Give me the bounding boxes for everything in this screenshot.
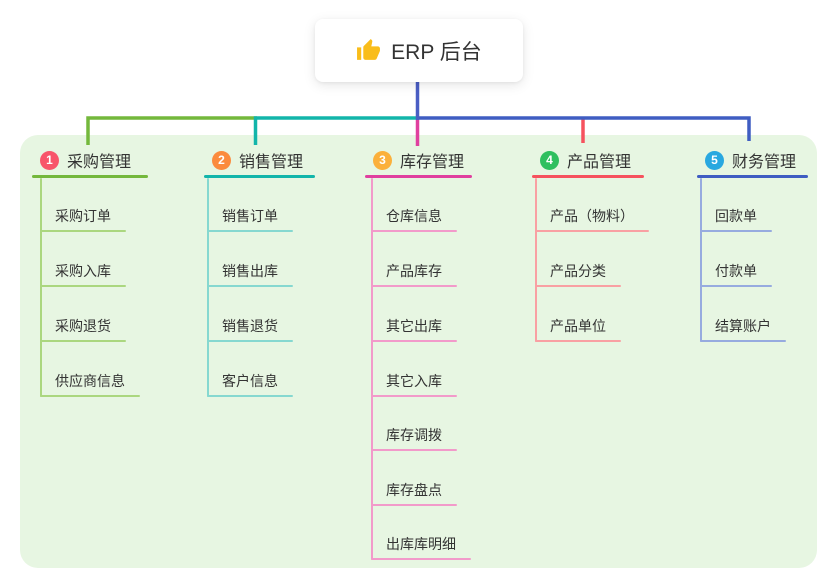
child-topic[interactable]: 销售订单 [222, 208, 278, 224]
child-underline [371, 285, 457, 287]
child-topic[interactable]: 客户信息 [222, 372, 278, 389]
branch-topic-label: 库存管理 [400, 154, 465, 171]
branch-topic-label: 财务管理 [732, 154, 797, 171]
child-underline [371, 230, 457, 232]
branch-topic-2[interactable]: 2 销售管理 [212, 148, 303, 172]
child-underline [700, 230, 772, 232]
root-topic[interactable]: ERP 后台 [315, 19, 523, 82]
child-topic[interactable]: 结算账户 [715, 318, 771, 334]
branch-topic-3[interactable]: 3 库存管理 [373, 148, 464, 172]
child-underline [371, 340, 457, 342]
child-underline [207, 230, 293, 232]
child-topic[interactable]: 库存盘点 [386, 481, 442, 498]
child-topic[interactable]: 付款单 [715, 263, 757, 279]
branch-number-badge: 4 [540, 150, 559, 170]
branch-topic-5[interactable]: 5 财务管理 [705, 148, 796, 172]
branch-child-stem [40, 178, 42, 397]
branch-child-stem [371, 178, 373, 560]
child-topic[interactable]: 产品（物料） [550, 208, 634, 224]
branch-topic-1[interactable]: 1 采购管理 [40, 148, 131, 172]
child-underline [207, 394, 293, 397]
child-topic[interactable]: 采购入库 [55, 263, 111, 279]
branch-topic-label: 销售管理 [239, 154, 304, 171]
branch-number-badge: 2 [212, 150, 231, 170]
thumbs-up-icon [356, 38, 381, 63]
child-underline [535, 230, 649, 232]
child-topic[interactable]: 出库库明细 [386, 536, 456, 552]
branch-topic-4[interactable]: 4 产品管理 [540, 148, 631, 172]
child-underline [40, 230, 126, 232]
child-topic[interactable]: 采购退货 [55, 318, 111, 334]
branch-number-badge: 3 [373, 150, 392, 170]
child-topic[interactable]: 回款单 [715, 208, 757, 224]
child-underline [371, 394, 457, 397]
child-topic[interactable]: 产品单位 [550, 318, 606, 334]
child-topic[interactable]: 仓库信息 [386, 208, 442, 224]
child-underline [371, 503, 457, 506]
child-topic[interactable]: 库存调拨 [386, 427, 442, 443]
mindmap-panel [20, 135, 817, 568]
child-underline [371, 449, 457, 451]
child-underline [40, 394, 140, 397]
branch-underline [365, 175, 472, 178]
child-underline [40, 285, 126, 287]
branch-child-stem [700, 178, 702, 342]
branch-number-badge: 1 [40, 150, 59, 170]
child-underline [535, 285, 621, 287]
child-topic[interactable]: 供应商信息 [55, 372, 125, 389]
branch-underline [697, 175, 808, 178]
child-topic[interactable]: 销售出库 [222, 263, 278, 279]
branch-underline [32, 175, 148, 178]
branch-underline [532, 175, 644, 178]
child-underline [700, 340, 786, 342]
branch-child-stem [207, 178, 209, 397]
child-underline [700, 285, 772, 287]
branch-child-stem [535, 178, 537, 342]
branch-topic-label: 采购管理 [67, 154, 132, 171]
child-underline [371, 558, 471, 560]
child-underline [40, 340, 126, 342]
root-topic-label: ERP 后台 [391, 40, 482, 64]
child-topic[interactable]: 产品分类 [550, 263, 606, 279]
child-topic[interactable]: 采购订单 [55, 208, 111, 224]
child-topic[interactable]: 其它入库 [386, 372, 442, 389]
child-topic[interactable]: 产品库存 [386, 263, 442, 279]
branch-underline [204, 175, 315, 178]
child-underline [535, 340, 621, 342]
branch-topic-label: 产品管理 [567, 154, 632, 171]
child-topic[interactable]: 销售退货 [222, 318, 278, 334]
branch-number-badge: 5 [705, 150, 724, 170]
child-underline [207, 340, 293, 342]
child-underline [207, 285, 293, 287]
child-topic[interactable]: 其它出库 [386, 318, 442, 334]
